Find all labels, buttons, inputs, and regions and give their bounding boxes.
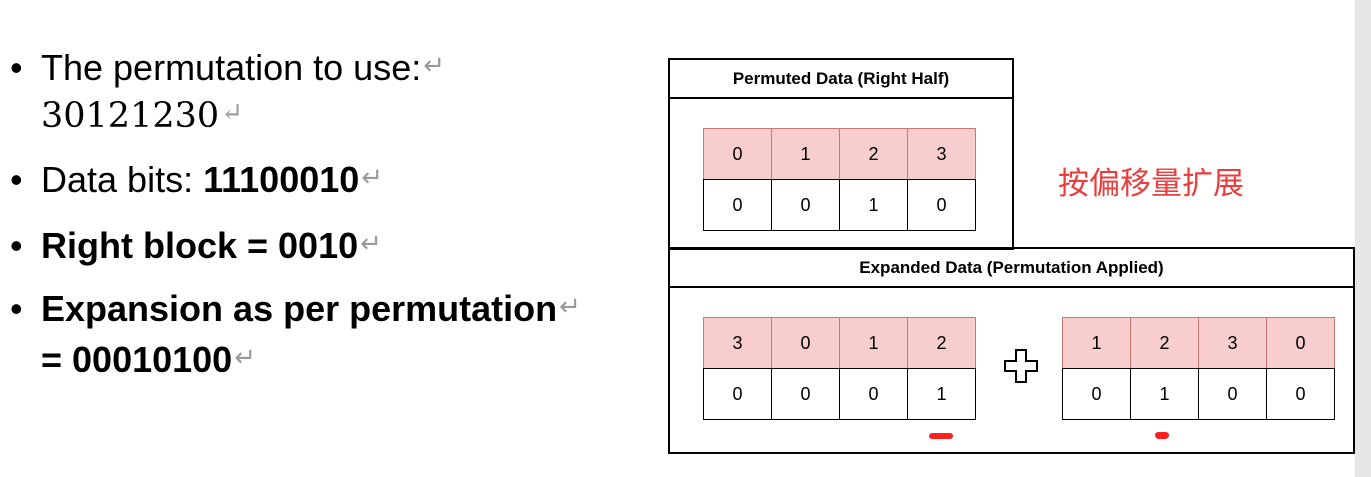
paragraph-mark-icon: ↵ — [423, 50, 446, 80]
red-underline-mark — [1155, 432, 1169, 439]
red-underline-mark — [929, 433, 953, 439]
permuted-bit-cell: 0 — [703, 179, 772, 231]
bullet-dot: • — [10, 225, 23, 266]
permuted-data-title: Permuted Data (Right Half) — [732, 69, 950, 88]
paragraph-mark-icon: ↵ — [361, 162, 384, 192]
expansion-line1: Expansion as per permutation — [41, 288, 558, 329]
expanded-data-title: Expanded Data (Permutation Applied) — [859, 258, 1164, 277]
bullet-dot: • — [10, 47, 23, 88]
permuted-bit-cell: 1 — [839, 179, 908, 231]
expanded-data-box — [668, 247, 1355, 454]
permutation-label: The permutation to use: — [41, 47, 422, 88]
permuted-index-cell: 3 — [907, 128, 976, 180]
paragraph-mark-icon: ↵ — [360, 228, 382, 258]
bullet-dot: • — [10, 159, 23, 200]
expanded-right-bit-cell: 1 — [1130, 368, 1199, 420]
offset-expansion-note: 按偏移量扩展 — [1058, 166, 1244, 202]
expanded-left-index-cell: 2 — [907, 317, 976, 369]
expanded-right-index-cell: 1 — [1062, 317, 1131, 369]
expanded-left-bit-cell: 0 — [771, 368, 840, 420]
expanded-left-bit-cell: 0 — [703, 368, 772, 420]
permuted-bit-cell: 0 — [771, 179, 840, 231]
permutation-value: 30121230 — [41, 96, 220, 136]
permuted-bit-cell: 0 — [907, 179, 976, 231]
permuted-data-box — [668, 58, 1014, 250]
divider — [668, 286, 1355, 288]
expanded-left-bit-cell: 1 — [907, 368, 976, 420]
expansion-line2: = 00010100 — [41, 339, 233, 380]
expanded-right-index-cell: 0 — [1266, 317, 1335, 369]
expanded-right-index-cell: 3 — [1198, 317, 1267, 369]
paragraph-mark-icon: ↵ — [221, 98, 243, 128]
permuted-index-cell: 1 — [771, 128, 840, 180]
expanded-left-index-cell: 0 — [771, 317, 840, 369]
paragraph-mark-icon: ↵ — [234, 342, 256, 372]
scrollbar-strip[interactable] — [1355, 0, 1371, 477]
expanded-left-bit-cell: 0 — [839, 368, 908, 420]
permuted-index-cell: 0 — [703, 128, 772, 180]
permuted-index-cell: 2 — [839, 128, 908, 180]
expanded-left-index-cell: 1 — [839, 317, 908, 369]
expanded-right-bit-cell: 0 — [1062, 368, 1131, 420]
divider — [668, 97, 1014, 99]
expanded-right-bit-cell: 0 — [1198, 368, 1267, 420]
expanded-left-index-cell: 3 — [703, 317, 772, 369]
plus-icon — [1004, 349, 1038, 383]
right-block-text: Right block = 0010 — [41, 225, 359, 266]
data-bits-label: Data bits: — [41, 159, 204, 200]
expanded-right-index-cell: 2 — [1130, 317, 1199, 369]
paragraph-mark-icon: ↵ — [559, 291, 581, 321]
bullet-dot: • — [10, 288, 23, 329]
expanded-right-bit-cell: 0 — [1266, 368, 1335, 420]
data-bits-value: 11100010 — [203, 159, 360, 200]
